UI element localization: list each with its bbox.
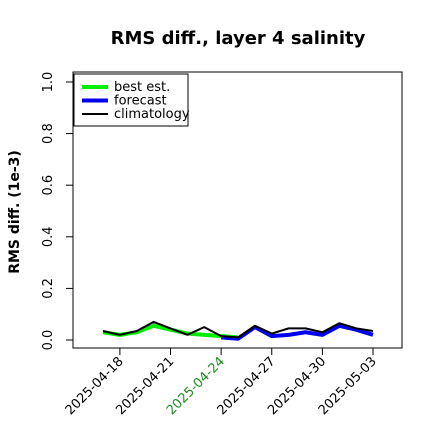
plot-frame [72, 71, 403, 349]
y-tick-label: 0.2 [41, 278, 56, 299]
legend-label: forecast [114, 94, 167, 109]
y-tick-label: 0.0 [41, 330, 56, 351]
series-line [220, 323, 374, 341]
y-tick-label: 1.0 [41, 72, 56, 93]
y-tick-label: 0.8 [41, 123, 56, 144]
y-tick-label: 0.6 [41, 175, 56, 196]
chart-title: RMS diff., layer 4 salinity [111, 28, 366, 49]
y-axis-label: RMS diff. (1e-3) [7, 150, 23, 274]
legend-label: climatology [114, 107, 190, 122]
y-tick-label: 0.4 [41, 226, 56, 247]
legend-label: best est. [114, 80, 170, 95]
series-line [102, 320, 374, 339]
